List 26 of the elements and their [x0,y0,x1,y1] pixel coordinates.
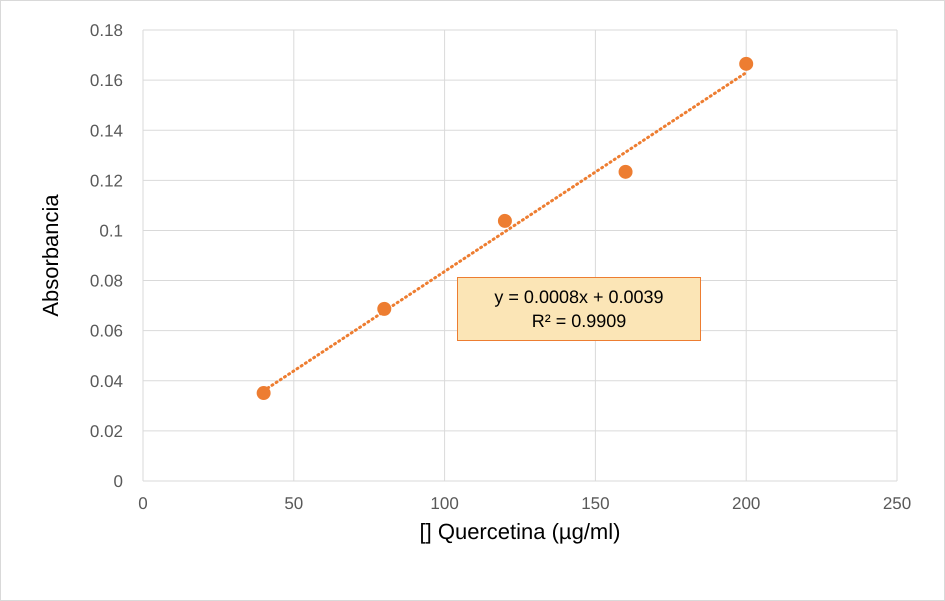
point [498,214,512,228]
y-tick-label: 0.04 [90,372,123,391]
x-tick-label: 150 [581,494,610,514]
x-tick-label: 250 [882,494,912,514]
point [256,386,271,400]
y-tick-label: 0.12 [90,171,123,190]
x-tick-label: 100 [430,494,459,514]
y-tick-label: 0 [114,472,123,492]
y-tick-label: 0.16 [90,71,123,90]
annotation: y = 0.0008x + 0.0039 [494,286,664,309]
y-tick-label: 0.08 [90,272,123,291]
point [377,302,392,316]
point [618,164,633,179]
equation-box: y = 0.0008x + 0.0039 R² = 0.9909 [457,277,701,341]
y-tick-label: 0.14 [90,121,123,140]
x-tick-label: 200 [732,494,760,514]
y-tick-label: 0.18 [90,21,123,40]
x-tick-label: 50 [284,494,304,514]
x-axis-title: [] Quercetina (µg/ml) [420,519,620,544]
y-tick-label: 0.1 [99,221,123,240]
x-tick-label: 0 [138,494,148,514]
point [739,56,754,71]
y-tick-label: 0.02 [90,422,123,441]
y-tick-label: 0.06 [90,322,123,341]
annotation: R² = 0.9909 [532,310,626,333]
y-axis-title: Absorbancia [38,194,63,317]
